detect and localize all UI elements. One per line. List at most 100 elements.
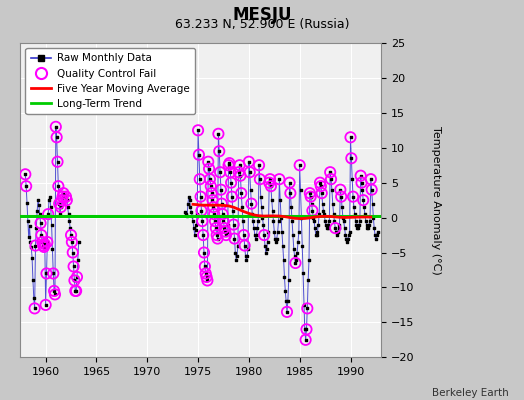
Point: [212, 225, 220, 231]
Point: [286, 190, 294, 196]
Point: [298, 242, 307, 249]
Point: [290, 246, 298, 252]
Point: [252, 235, 260, 242]
Point: [373, 232, 381, 238]
Point: [353, 225, 362, 231]
Point: [227, 180, 235, 186]
Point: [219, 211, 227, 217]
Point: [300, 302, 308, 308]
Point: [280, 274, 289, 280]
Point: [199, 232, 208, 238]
Point: [316, 183, 325, 189]
Point: [38, 239, 47, 245]
Point: [69, 249, 77, 256]
Point: [202, 270, 210, 277]
Point: [327, 176, 335, 182]
Point: [312, 232, 321, 238]
Point: [354, 225, 362, 231]
Point: [265, 180, 274, 186]
Point: [241, 242, 249, 249]
Point: [49, 270, 58, 277]
Point: [279, 242, 287, 249]
Point: [203, 277, 212, 284]
Point: [257, 204, 266, 210]
Point: [255, 162, 263, 168]
Point: [323, 225, 331, 231]
Point: [307, 194, 315, 200]
Point: [66, 225, 74, 231]
Point: [323, 225, 332, 231]
Point: [188, 213, 196, 220]
Point: [260, 232, 268, 238]
Point: [293, 249, 301, 256]
Point: [58, 197, 66, 203]
Point: [283, 298, 292, 305]
Point: [247, 200, 256, 207]
Point: [356, 218, 364, 224]
Point: [308, 208, 316, 214]
Point: [58, 194, 67, 200]
Point: [326, 169, 334, 176]
Point: [208, 197, 216, 203]
Point: [363, 221, 371, 228]
Point: [44, 211, 52, 217]
Point: [357, 180, 366, 186]
Point: [285, 277, 293, 284]
Point: [367, 176, 375, 182]
Point: [318, 190, 326, 196]
Point: [226, 169, 234, 176]
Point: [230, 235, 238, 242]
Point: [68, 239, 76, 245]
Point: [217, 200, 226, 207]
Point: [341, 232, 350, 238]
Point: [286, 190, 294, 196]
Point: [211, 218, 219, 224]
Point: [235, 169, 243, 176]
Point: [274, 228, 282, 235]
Point: [242, 253, 250, 259]
Point: [247, 200, 256, 207]
Text: MESJU: MESJU: [232, 6, 292, 24]
Point: [29, 277, 37, 284]
Point: [338, 204, 346, 210]
Point: [198, 218, 206, 224]
Point: [286, 180, 294, 186]
Point: [267, 183, 275, 189]
Text: 63.233 N, 52.900 E (Russia): 63.233 N, 52.900 E (Russia): [174, 18, 350, 31]
Point: [223, 228, 231, 235]
Point: [61, 194, 69, 200]
Point: [228, 208, 237, 214]
Point: [219, 218, 227, 224]
Point: [374, 228, 382, 235]
Point: [242, 256, 250, 263]
Point: [315, 211, 323, 217]
Point: [55, 200, 63, 207]
Point: [359, 197, 367, 203]
Point: [225, 160, 234, 166]
Point: [330, 211, 338, 217]
Point: [193, 211, 201, 217]
Point: [52, 124, 60, 130]
Point: [239, 232, 248, 238]
Point: [217, 200, 226, 207]
Point: [334, 225, 343, 231]
Point: [301, 337, 310, 343]
Point: [49, 270, 58, 277]
Point: [38, 239, 47, 245]
Point: [195, 176, 204, 182]
Point: [41, 302, 50, 308]
Point: [302, 326, 311, 332]
Point: [70, 277, 79, 284]
Point: [225, 160, 234, 166]
Point: [336, 186, 345, 193]
Point: [209, 204, 217, 210]
Point: [202, 274, 211, 280]
Point: [243, 253, 252, 259]
Point: [276, 197, 285, 203]
Point: [233, 253, 241, 259]
Point: [195, 152, 203, 158]
Point: [186, 204, 194, 210]
Point: [68, 239, 76, 245]
Point: [52, 134, 61, 140]
Point: [228, 194, 236, 200]
